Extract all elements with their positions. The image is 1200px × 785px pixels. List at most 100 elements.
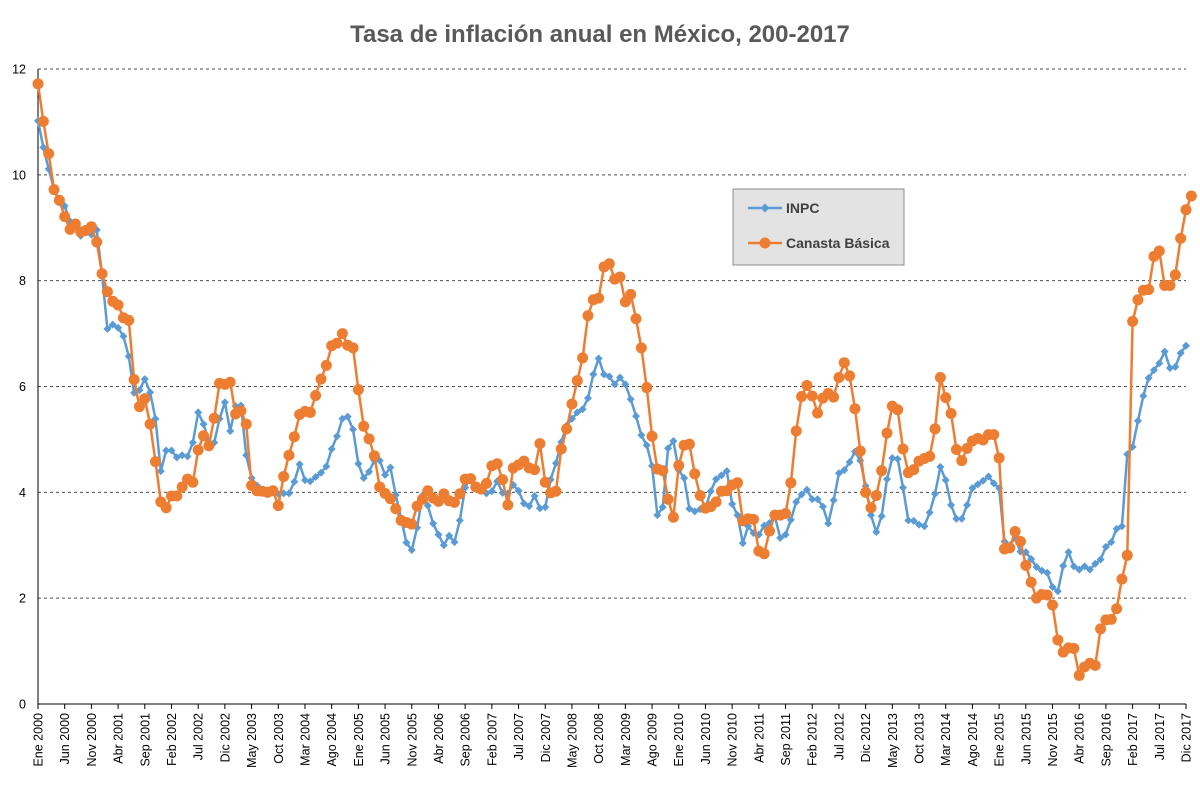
data-point [667, 511, 679, 523]
data-point [796, 391, 808, 403]
x-tick-label: Dic 2007 [539, 713, 553, 762]
data-point [1069, 562, 1078, 571]
data-point [899, 483, 908, 492]
data-point [838, 357, 850, 369]
data-point [909, 516, 918, 525]
legend-box [732, 188, 905, 266]
data-point [582, 310, 594, 322]
x-tick-label: Sep 2016 [1099, 713, 1113, 767]
data-point [349, 425, 358, 434]
data-point [642, 441, 651, 450]
x-tick-label: Jun 2005 [379, 713, 393, 764]
x-tick-label: Oct 2003 [272, 713, 286, 764]
data-point [593, 292, 605, 304]
data-point [1132, 294, 1144, 306]
data-point [571, 375, 583, 387]
x-tick-label: Dic 2012 [859, 713, 873, 762]
data-point [689, 468, 701, 480]
data-point [295, 460, 304, 469]
data-point [455, 516, 464, 525]
x-tick-label: Jul 2007 [512, 713, 526, 760]
x-tick-label: Feb 2012 [806, 713, 820, 766]
data-point [1096, 555, 1105, 564]
data-point [818, 502, 827, 511]
data-point [1175, 232, 1187, 244]
data-point [48, 184, 60, 196]
x-tick-label: Ago 2004 [325, 713, 339, 767]
data-point [968, 484, 977, 493]
x-tick-label: Jul 2017 [1153, 713, 1167, 760]
data-point [872, 528, 881, 537]
x-tick-label: Jun 2000 [58, 713, 72, 764]
data-point [304, 406, 316, 418]
data-point [336, 328, 348, 340]
data-point [1180, 204, 1192, 216]
data-point [171, 490, 183, 502]
data-point [199, 420, 208, 429]
data-point [149, 456, 161, 468]
data-point [1127, 315, 1139, 327]
data-point [840, 466, 849, 475]
data-point [1085, 565, 1094, 574]
x-tick-label: Ene 2015 [993, 713, 1007, 767]
data-point [1176, 349, 1185, 358]
data-point [347, 342, 359, 354]
data-point [509, 480, 518, 489]
data-point [284, 489, 293, 498]
data-point [573, 408, 582, 417]
data-point [780, 508, 792, 519]
data-point [1143, 284, 1155, 296]
data-point [188, 438, 197, 447]
data-point [797, 490, 806, 499]
data-point [1025, 576, 1037, 588]
data-point [577, 352, 589, 364]
data-point [53, 194, 65, 206]
data-point [267, 485, 279, 497]
data-point [1165, 363, 1174, 372]
data-point [1052, 634, 1064, 646]
data-point [717, 471, 726, 480]
data-point [406, 518, 418, 530]
x-tick-label: Abr 2001 [112, 713, 126, 764]
data-point [194, 408, 203, 417]
data-point [589, 370, 598, 379]
data-point [445, 531, 454, 540]
data-point [183, 452, 192, 461]
data-point [32, 78, 44, 90]
data-point [530, 492, 539, 501]
data-point [566, 398, 578, 410]
data-point [806, 390, 818, 402]
data-point [870, 490, 882, 502]
data-point [178, 451, 187, 460]
data-point [1182, 341, 1190, 350]
data-point [333, 432, 342, 441]
data-point [583, 394, 592, 403]
x-tick-label: Nov 2015 [1046, 713, 1060, 767]
y-axis: 0 2 4 6 8 10 12 [12, 63, 39, 712]
data-point [989, 479, 998, 488]
data-point [491, 458, 503, 470]
y-tick-label: 12 [12, 63, 26, 77]
data-point [541, 503, 550, 512]
data-point [630, 313, 642, 325]
x-tick-label: Mar 2009 [619, 713, 633, 766]
data-point [454, 488, 466, 500]
data-point [801, 379, 813, 391]
data-point [1107, 538, 1116, 547]
y-tick-label: 8 [19, 274, 26, 288]
data-point [416, 493, 428, 505]
data-point [929, 423, 941, 435]
data-point [1075, 565, 1084, 574]
data-point [908, 464, 920, 476]
data-point [37, 115, 49, 127]
data-point [1171, 362, 1180, 371]
data-point [434, 530, 443, 539]
data-point [91, 236, 103, 248]
data-point [429, 519, 438, 528]
data-point [176, 481, 188, 493]
data-point [1041, 589, 1053, 601]
data-point [167, 446, 176, 455]
data-point [1095, 623, 1107, 635]
data-point [198, 430, 210, 442]
